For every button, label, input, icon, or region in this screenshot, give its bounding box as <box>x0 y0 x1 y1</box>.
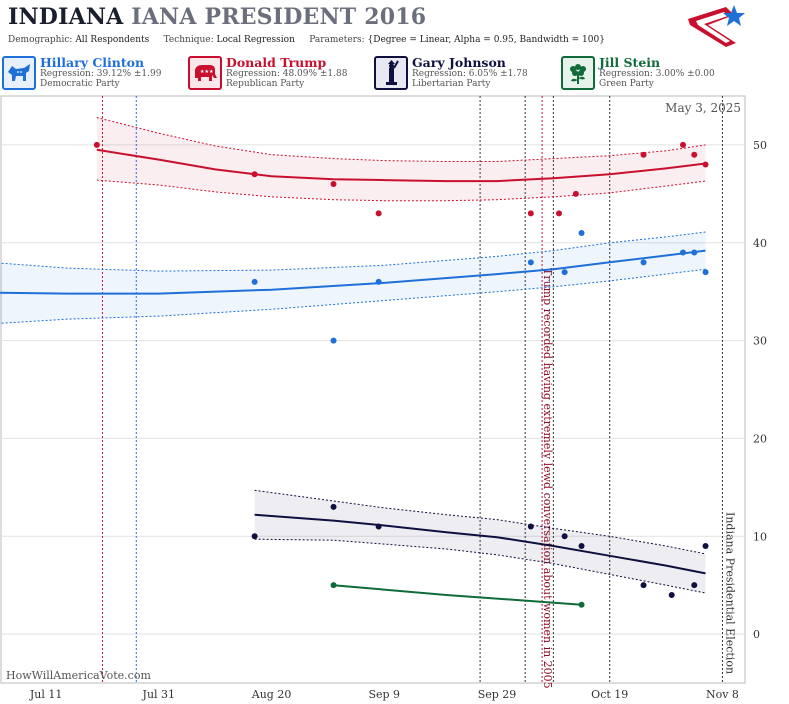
regression-line <box>254 513 706 575</box>
poll-point <box>561 269 568 276</box>
poll-point <box>330 582 337 589</box>
title-rest: IANA PRESIDENT 2016 <box>131 4 427 30</box>
poll-point <box>578 543 585 550</box>
poll-point <box>93 141 100 148</box>
x-tick-label: Jul 11 <box>29 688 63 701</box>
poll-point <box>691 249 698 256</box>
candidate-regression: Regression: 39.12% ±1.99 <box>40 69 162 79</box>
poll-point <box>668 591 675 598</box>
demographic-value: All Respondents <box>75 35 150 45</box>
page-title: INDIANA IANA PRESIDENT 2016 <box>8 4 426 30</box>
confidence-band <box>96 117 706 201</box>
candidate-regression: Regression: 6.05% ±1.78 <box>412 69 528 79</box>
donkey-icon <box>2 56 36 90</box>
regression-line <box>96 148 706 183</box>
demographic-label: Demographic: <box>8 35 73 45</box>
x-tick-label: Sep 29 <box>478 688 517 701</box>
candidate-party: Green Party <box>599 79 654 89</box>
x-tick-label: Oct 19 <box>591 688 628 701</box>
candidate-card-stein: Jill Stein Regression: 3.00% ±0.00 Green… <box>561 54 746 92</box>
candidate-party: Democratic Party <box>40 79 120 89</box>
green-flower-icon <box>561 56 595 90</box>
date-stamp: May 3, 2025 <box>665 101 741 115</box>
poll-point <box>702 269 709 276</box>
confidence-lower-line <box>254 538 706 594</box>
x-tick-label: Jul 31 <box>142 688 176 701</box>
regression-line <box>0 249 706 295</box>
x-tick-label: Nov 8 <box>706 688 739 701</box>
x-tick-label: Sep 9 <box>368 688 400 701</box>
poll-point <box>561 533 568 540</box>
parameters-value: {Degree = Linear, Alpha = 0.95, Bandwidt… <box>367 35 605 45</box>
x-tick-label: Aug 20 <box>251 688 292 701</box>
title-state: INDIANA <box>8 4 124 30</box>
poll-point <box>251 533 258 540</box>
technique-value: Local Regression <box>216 35 295 45</box>
poll-point <box>578 229 585 236</box>
poll-point <box>375 278 382 285</box>
poll-point <box>330 503 337 510</box>
poll-point <box>572 190 579 197</box>
watermark: HowWillAmericaVote.com <box>6 669 151 682</box>
election-annotation: Indiana Presidential Election <box>723 512 736 674</box>
poll-point <box>556 210 562 217</box>
poll-point <box>251 278 258 285</box>
y-tick-label: 40 <box>753 237 767 250</box>
poll-point <box>691 582 698 589</box>
candidate-name: Hillary Clinton <box>40 55 145 70</box>
confidence-lower-line <box>96 179 706 202</box>
confidence-upper-line <box>96 117 706 162</box>
technique-label: Technique: <box>163 35 214 45</box>
poll-point <box>330 181 337 188</box>
poll-point <box>680 141 686 148</box>
candidate-party: Libertarian Party <box>412 79 491 89</box>
poll-point <box>251 171 258 178</box>
poll-point <box>640 259 647 266</box>
y-tick-label: 10 <box>753 530 767 543</box>
poll-point <box>691 151 698 158</box>
y-tick-label: 30 <box>753 335 767 348</box>
regression-line <box>333 584 582 606</box>
svg-text:★★★: ★★★ <box>200 69 214 75</box>
confidence-band <box>0 232 706 324</box>
poll-point <box>527 210 534 217</box>
candidate-regression: Regression: 3.00% ±0.00 <box>599 69 715 79</box>
poll-point <box>702 543 709 550</box>
poll-point <box>578 601 585 608</box>
y-tick-label: 0 <box>753 628 760 641</box>
poll-point <box>527 259 534 266</box>
event-annotation: Trump recorded having extremely lewd con… <box>541 268 554 689</box>
y-tick-label: 20 <box>753 432 767 445</box>
parameters-line: Demographic: All Respondents Technique: … <box>8 35 605 45</box>
confidence-band <box>254 490 706 593</box>
candidate-card-clinton: Hillary Clinton Regression: 39.12% ±1.99… <box>2 54 187 92</box>
poll-point <box>702 161 709 168</box>
confidence-upper-line <box>0 231 706 272</box>
candidate-name: Gary Johnson <box>412 55 506 70</box>
candidate-party: Republican Party <box>226 79 305 89</box>
confidence-lower-line <box>0 268 706 324</box>
candidate-name: Donald Trump <box>226 55 327 70</box>
y-tick-label: 50 <box>753 139 767 152</box>
candidate-card-johnson: Gary Johnson Regression: 6.05% ±1.78 Lib… <box>374 54 559 92</box>
poll-point <box>527 523 534 530</box>
parameters-label: Parameters: <box>309 35 365 45</box>
candidate-card-trump: ★★★ Donald Trump Regression: 48.09% ±1.8… <box>188 54 373 92</box>
confidence-upper-line <box>254 489 706 555</box>
poll-point <box>330 337 337 344</box>
poll-point <box>680 249 686 256</box>
poll-point <box>375 210 382 217</box>
plot-frame <box>0 95 746 684</box>
poll-point <box>640 151 647 158</box>
candidate-name: Jill Stein <box>599 55 661 70</box>
site-logo-icon <box>688 5 745 47</box>
poll-point <box>640 582 647 589</box>
candidate-regression: Regression: 48.09% ±1.88 <box>226 69 348 79</box>
elephant-icon: ★★★ <box>188 56 222 90</box>
liberty-statue-icon <box>374 56 408 90</box>
poll-point <box>375 523 382 530</box>
